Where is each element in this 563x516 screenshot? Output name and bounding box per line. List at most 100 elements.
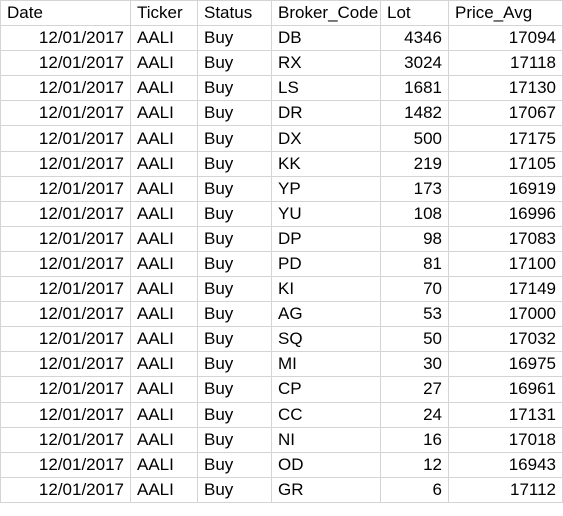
lot-cell[interactable]: 81 (380, 250, 449, 278)
date-cell[interactable]: 12/01/2017 (0, 100, 131, 127)
lot-cell[interactable]: 24 (380, 401, 449, 428)
lot-cell[interactable]: 98 (380, 225, 449, 252)
ticker-cell[interactable]: AALI (130, 200, 198, 227)
price-avg-cell[interactable]: 17094 (448, 25, 563, 52)
broker-code-cell[interactable]: YU (271, 200, 381, 227)
broker-code-cell[interactable]: CC (271, 401, 381, 428)
header-cell-lot[interactable]: Lot (380, 0, 449, 27)
date-cell[interactable]: 12/01/2017 (0, 276, 131, 303)
lot-cell[interactable]: 12 (380, 451, 449, 478)
broker-code-cell[interactable]: KK (271, 150, 381, 177)
broker-code-cell[interactable]: GR (271, 476, 381, 503)
ticker-cell[interactable]: AALI (130, 276, 198, 303)
status-cell[interactable]: Buy (197, 301, 272, 328)
status-cell[interactable]: Buy (197, 376, 272, 403)
date-cell[interactable]: 12/01/2017 (0, 50, 131, 77)
lot-cell[interactable]: 4346 (380, 25, 449, 52)
price-avg-cell[interactable]: 17112 (448, 476, 563, 503)
ticker-cell[interactable]: AALI (130, 401, 198, 428)
broker-code-cell[interactable]: MI (271, 351, 381, 378)
broker-code-cell[interactable]: DB (271, 25, 381, 52)
ticker-cell[interactable]: AALI (130, 250, 198, 278)
date-cell[interactable]: 12/01/2017 (0, 200, 131, 227)
price-avg-cell[interactable]: 16996 (448, 200, 563, 227)
status-cell[interactable]: Buy (197, 75, 272, 102)
price-avg-cell[interactable]: 17100 (448, 250, 563, 278)
date-cell[interactable]: 12/01/2017 (0, 326, 131, 353)
lot-cell[interactable]: 70 (380, 276, 449, 303)
ticker-cell[interactable]: AALI (130, 150, 198, 177)
ticker-cell[interactable]: AALI (130, 50, 198, 77)
price-avg-cell[interactable]: 16961 (448, 376, 563, 403)
status-cell[interactable]: Buy (197, 200, 272, 227)
price-avg-cell[interactable]: 17131 (448, 401, 563, 428)
lot-cell[interactable]: 16 (380, 426, 449, 453)
date-cell[interactable]: 12/01/2017 (0, 250, 131, 278)
lot-cell[interactable]: 108 (380, 200, 449, 227)
status-cell[interactable]: Buy (197, 25, 272, 52)
status-cell[interactable]: Buy (197, 175, 272, 202)
date-cell[interactable]: 12/01/2017 (0, 25, 131, 52)
date-cell[interactable]: 12/01/2017 (0, 125, 131, 152)
status-cell[interactable]: Buy (197, 250, 272, 278)
date-cell[interactable]: 12/01/2017 (0, 175, 131, 202)
date-cell[interactable]: 12/01/2017 (0, 451, 131, 478)
ticker-cell[interactable]: AALI (130, 426, 198, 453)
broker-code-cell[interactable]: DR (271, 100, 381, 127)
ticker-cell[interactable]: AALI (130, 125, 198, 152)
ticker-cell[interactable]: AALI (130, 75, 198, 102)
date-cell[interactable]: 12/01/2017 (0, 401, 131, 428)
lot-cell[interactable]: 219 (380, 150, 449, 177)
price-avg-cell[interactable]: 17032 (448, 326, 563, 353)
date-cell[interactable]: 12/01/2017 (0, 476, 131, 503)
header-cell-broker-code[interactable]: Broker_Code (271, 0, 381, 27)
price-avg-cell[interactable]: 16943 (448, 451, 563, 478)
ticker-cell[interactable]: AALI (130, 451, 198, 478)
broker-code-cell[interactable]: DP (271, 225, 381, 252)
lot-cell[interactable]: 50 (380, 326, 449, 353)
ticker-cell[interactable]: AALI (130, 326, 198, 353)
broker-code-cell[interactable]: RX (271, 50, 381, 77)
date-cell[interactable]: 12/01/2017 (0, 301, 131, 328)
lot-cell[interactable]: 500 (380, 125, 449, 152)
status-cell[interactable]: Buy (197, 225, 272, 252)
ticker-cell[interactable]: AALI (130, 476, 198, 503)
price-avg-cell[interactable]: 17000 (448, 301, 563, 328)
ticker-cell[interactable]: AALI (130, 225, 198, 252)
broker-code-cell[interactable]: SQ (271, 326, 381, 353)
broker-code-cell[interactable]: KI (271, 276, 381, 303)
date-cell[interactable]: 12/01/2017 (0, 351, 131, 378)
lot-cell[interactable]: 6 (380, 476, 449, 503)
status-cell[interactable]: Buy (197, 451, 272, 478)
status-cell[interactable]: Buy (197, 426, 272, 453)
status-cell[interactable]: Buy (197, 125, 272, 152)
price-avg-cell[interactable]: 17067 (448, 100, 563, 127)
lot-cell[interactable]: 3024 (380, 50, 449, 77)
price-avg-cell[interactable]: 17175 (448, 125, 563, 152)
broker-code-cell[interactable]: OD (271, 451, 381, 478)
date-cell[interactable]: 12/01/2017 (0, 426, 131, 453)
lot-cell[interactable]: 30 (380, 351, 449, 378)
header-cell-status[interactable]: Status (197, 0, 272, 27)
broker-code-cell[interactable]: NI (271, 426, 381, 453)
broker-code-cell[interactable]: YP (271, 175, 381, 202)
header-cell-price-avg[interactable]: Price_Avg (448, 0, 563, 27)
broker-code-cell[interactable]: CP (271, 376, 381, 403)
status-cell[interactable]: Buy (197, 476, 272, 503)
date-cell[interactable]: 12/01/2017 (0, 150, 131, 177)
status-cell[interactable]: Buy (197, 100, 272, 127)
status-cell[interactable]: Buy (197, 326, 272, 353)
ticker-cell[interactable]: AALI (130, 301, 198, 328)
status-cell[interactable]: Buy (197, 50, 272, 77)
status-cell[interactable]: Buy (197, 351, 272, 378)
price-avg-cell[interactable]: 17149 (448, 276, 563, 303)
date-cell[interactable]: 12/01/2017 (0, 376, 131, 403)
header-cell-date[interactable]: Date (0, 0, 131, 27)
price-avg-cell[interactable]: 17130 (448, 75, 563, 102)
status-cell[interactable]: Buy (197, 276, 272, 303)
broker-code-cell[interactable]: PD (271, 250, 381, 278)
price-avg-cell[interactable]: 16975 (448, 351, 563, 378)
lot-cell[interactable]: 1482 (380, 100, 449, 127)
broker-code-cell[interactable]: DX (271, 125, 381, 152)
ticker-cell[interactable]: AALI (130, 25, 198, 52)
